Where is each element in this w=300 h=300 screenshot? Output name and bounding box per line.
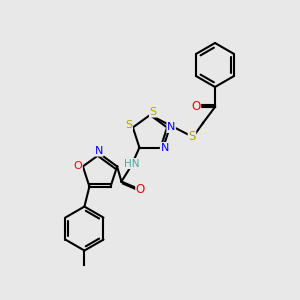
Text: HN: HN (124, 159, 139, 169)
Text: N: N (160, 142, 169, 153)
Text: O: O (74, 161, 82, 171)
Text: S: S (125, 120, 132, 130)
Text: O: O (191, 100, 201, 113)
Text: O: O (136, 183, 145, 196)
Text: N: N (95, 146, 103, 156)
Text: S: S (149, 107, 157, 117)
Text: N: N (167, 122, 175, 132)
Text: S: S (188, 130, 196, 143)
